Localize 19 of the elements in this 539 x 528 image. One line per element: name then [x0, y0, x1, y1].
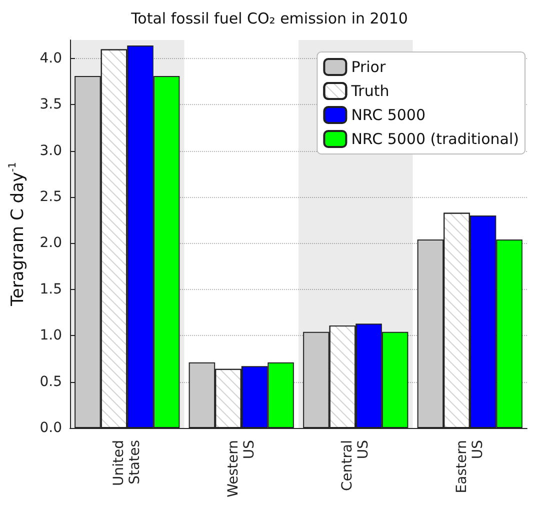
y-axis-title: Teragram C day-1 — [8, 162, 28, 308]
y-tick-label: 4.0 — [40, 50, 62, 66]
x-tick-label: United States — [111, 440, 144, 486]
chart-title: Total fossil fuel CO₂ emission in 2010 — [130, 10, 408, 28]
x-tick-label: Western US — [225, 440, 258, 498]
y-tick-label: 1.0 — [40, 328, 62, 344]
y-tick-label: 2.0 — [40, 235, 62, 252]
legend-label: NRC 5000 (traditional) — [351, 130, 520, 148]
y-tick-label: 2.5 — [40, 189, 62, 206]
y-tick-label: 0.0 — [40, 420, 62, 436]
y-tick-label: 0.5 — [40, 374, 62, 390]
x-tick-label: Central US — [340, 440, 372, 491]
y-tick-label: 1.5 — [40, 281, 62, 298]
x-tick-label: Eastern US — [454, 440, 486, 494]
legend-label: Prior — [351, 58, 386, 76]
legend-label: Truth — [350, 82, 390, 100]
y-tick-label: 3.0 — [40, 142, 62, 159]
legend-label: NRC 5000 — [351, 106, 426, 124]
y-tick-label: 3.5 — [40, 96, 62, 113]
